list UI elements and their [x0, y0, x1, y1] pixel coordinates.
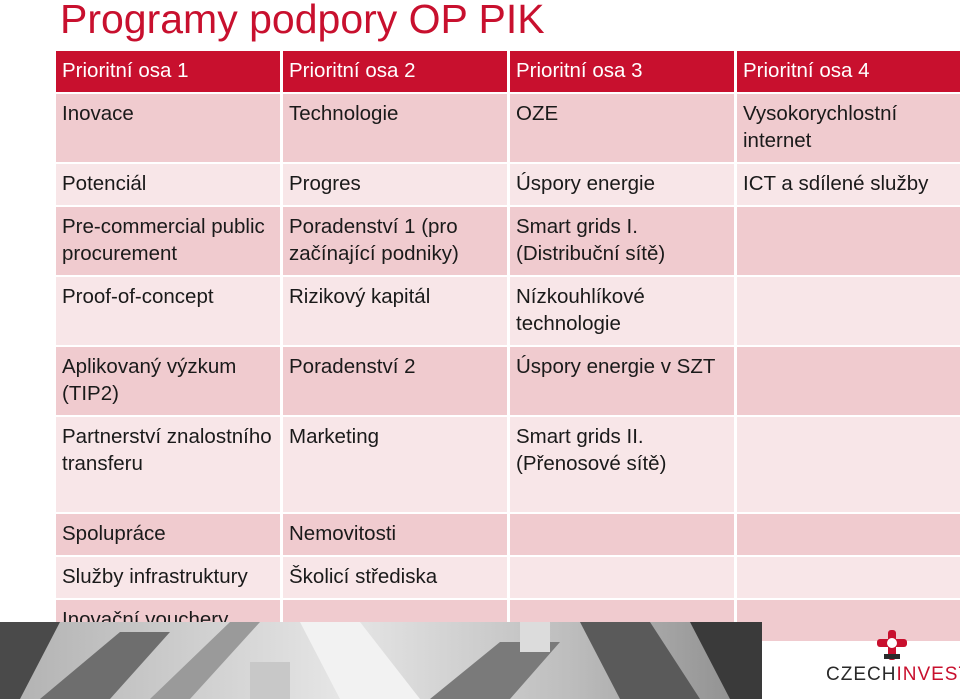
table-cell: Proof-of-concept	[56, 277, 280, 345]
table-cell: ICT a sdílené služby	[737, 164, 960, 205]
table-cell: Nízkouhlíkové technologie	[510, 277, 734, 345]
table-row: Aplikovaný výzkum (TIP2) Poradenství 2 Ú…	[56, 347, 960, 415]
table-cell: Poradenství 1 (pro začínající podniky)	[283, 207, 507, 275]
table-row: Proof-of-concept Rizikový kapitál Nízkou…	[56, 277, 960, 345]
table-cell: OZE	[510, 94, 734, 162]
table-row: Partnerství znalostního transferu Market…	[56, 417, 960, 512]
czechinvest-logo: CZECHINVEST	[826, 628, 960, 699]
table-row: Inovace Technologie OZE Vysokorychlostní…	[56, 94, 960, 162]
table-cell: Marketing	[283, 417, 507, 512]
table-cell: Technologie	[283, 94, 507, 162]
table-cell: Potenciál	[56, 164, 280, 205]
table-cell: Aplikovaný výzkum (TIP2)	[56, 347, 280, 415]
table-cell: Rizikový kapitál	[283, 277, 507, 345]
table-cell	[510, 514, 734, 555]
table-cell	[737, 600, 960, 641]
table-cell: Školicí střediska	[283, 557, 507, 598]
table-cell	[737, 417, 960, 512]
header-axis-2: Prioritní osa 2	[283, 51, 507, 92]
page-title: Programy podpory OP PIK	[60, 0, 545, 42]
table-cell: Smart grids I. (Distribuční sítě)	[510, 207, 734, 275]
logo-text-czech: CZECH	[826, 664, 897, 685]
logo-text-invest: INVEST	[896, 664, 960, 685]
header-row: Prioritní osa 1 Prioritní osa 2 Prioritn…	[56, 51, 960, 92]
table-cell	[510, 557, 734, 598]
table-row: Spolupráce Nemovitosti	[56, 514, 960, 555]
table-cell: Poradenství 2	[283, 347, 507, 415]
decorative-photo-banner	[0, 622, 762, 699]
header-axis-1: Prioritní osa 1	[56, 51, 280, 92]
table-cell: Partnerství znalostního transferu	[56, 417, 280, 512]
table-cell: Progres	[283, 164, 507, 205]
table-cell: Úspory energie v SZT	[510, 347, 734, 415]
table-cell: Spolupráce	[56, 514, 280, 555]
table-cell	[737, 347, 960, 415]
table-cell: Inovace	[56, 94, 280, 162]
header-axis-4: Prioritní osa 4	[737, 51, 960, 92]
table-row: Potenciál Progres Úspory energie ICT a s…	[56, 164, 960, 205]
abstract-photo-image	[0, 622, 762, 699]
table-cell: Nemovitosti	[283, 514, 507, 555]
table-cell: Smart grids II. (Přenosové sítě)	[510, 417, 734, 512]
table-cell	[737, 514, 960, 555]
table-cell: Vysokorychlostní internet	[737, 94, 960, 162]
logo-wordmark: CZECHINVEST	[826, 664, 960, 686]
table-cell	[737, 277, 960, 345]
czechinvest-cross-logo-icon	[877, 630, 907, 660]
table-cell: Úspory energie	[510, 164, 734, 205]
table-cell: Pre-commercial public procurement	[56, 207, 280, 275]
priority-axes-table: Prioritní osa 1 Prioritní osa 2 Prioritn…	[53, 49, 960, 643]
table-cell	[737, 207, 960, 275]
table-cell	[737, 557, 960, 598]
table-row: Pre-commercial public procurement Porade…	[56, 207, 960, 275]
table-cell: Služby infrastruktury	[56, 557, 280, 598]
table-row: Služby infrastruktury Školicí střediska	[56, 557, 960, 598]
header-axis-3: Prioritní osa 3	[510, 51, 734, 92]
